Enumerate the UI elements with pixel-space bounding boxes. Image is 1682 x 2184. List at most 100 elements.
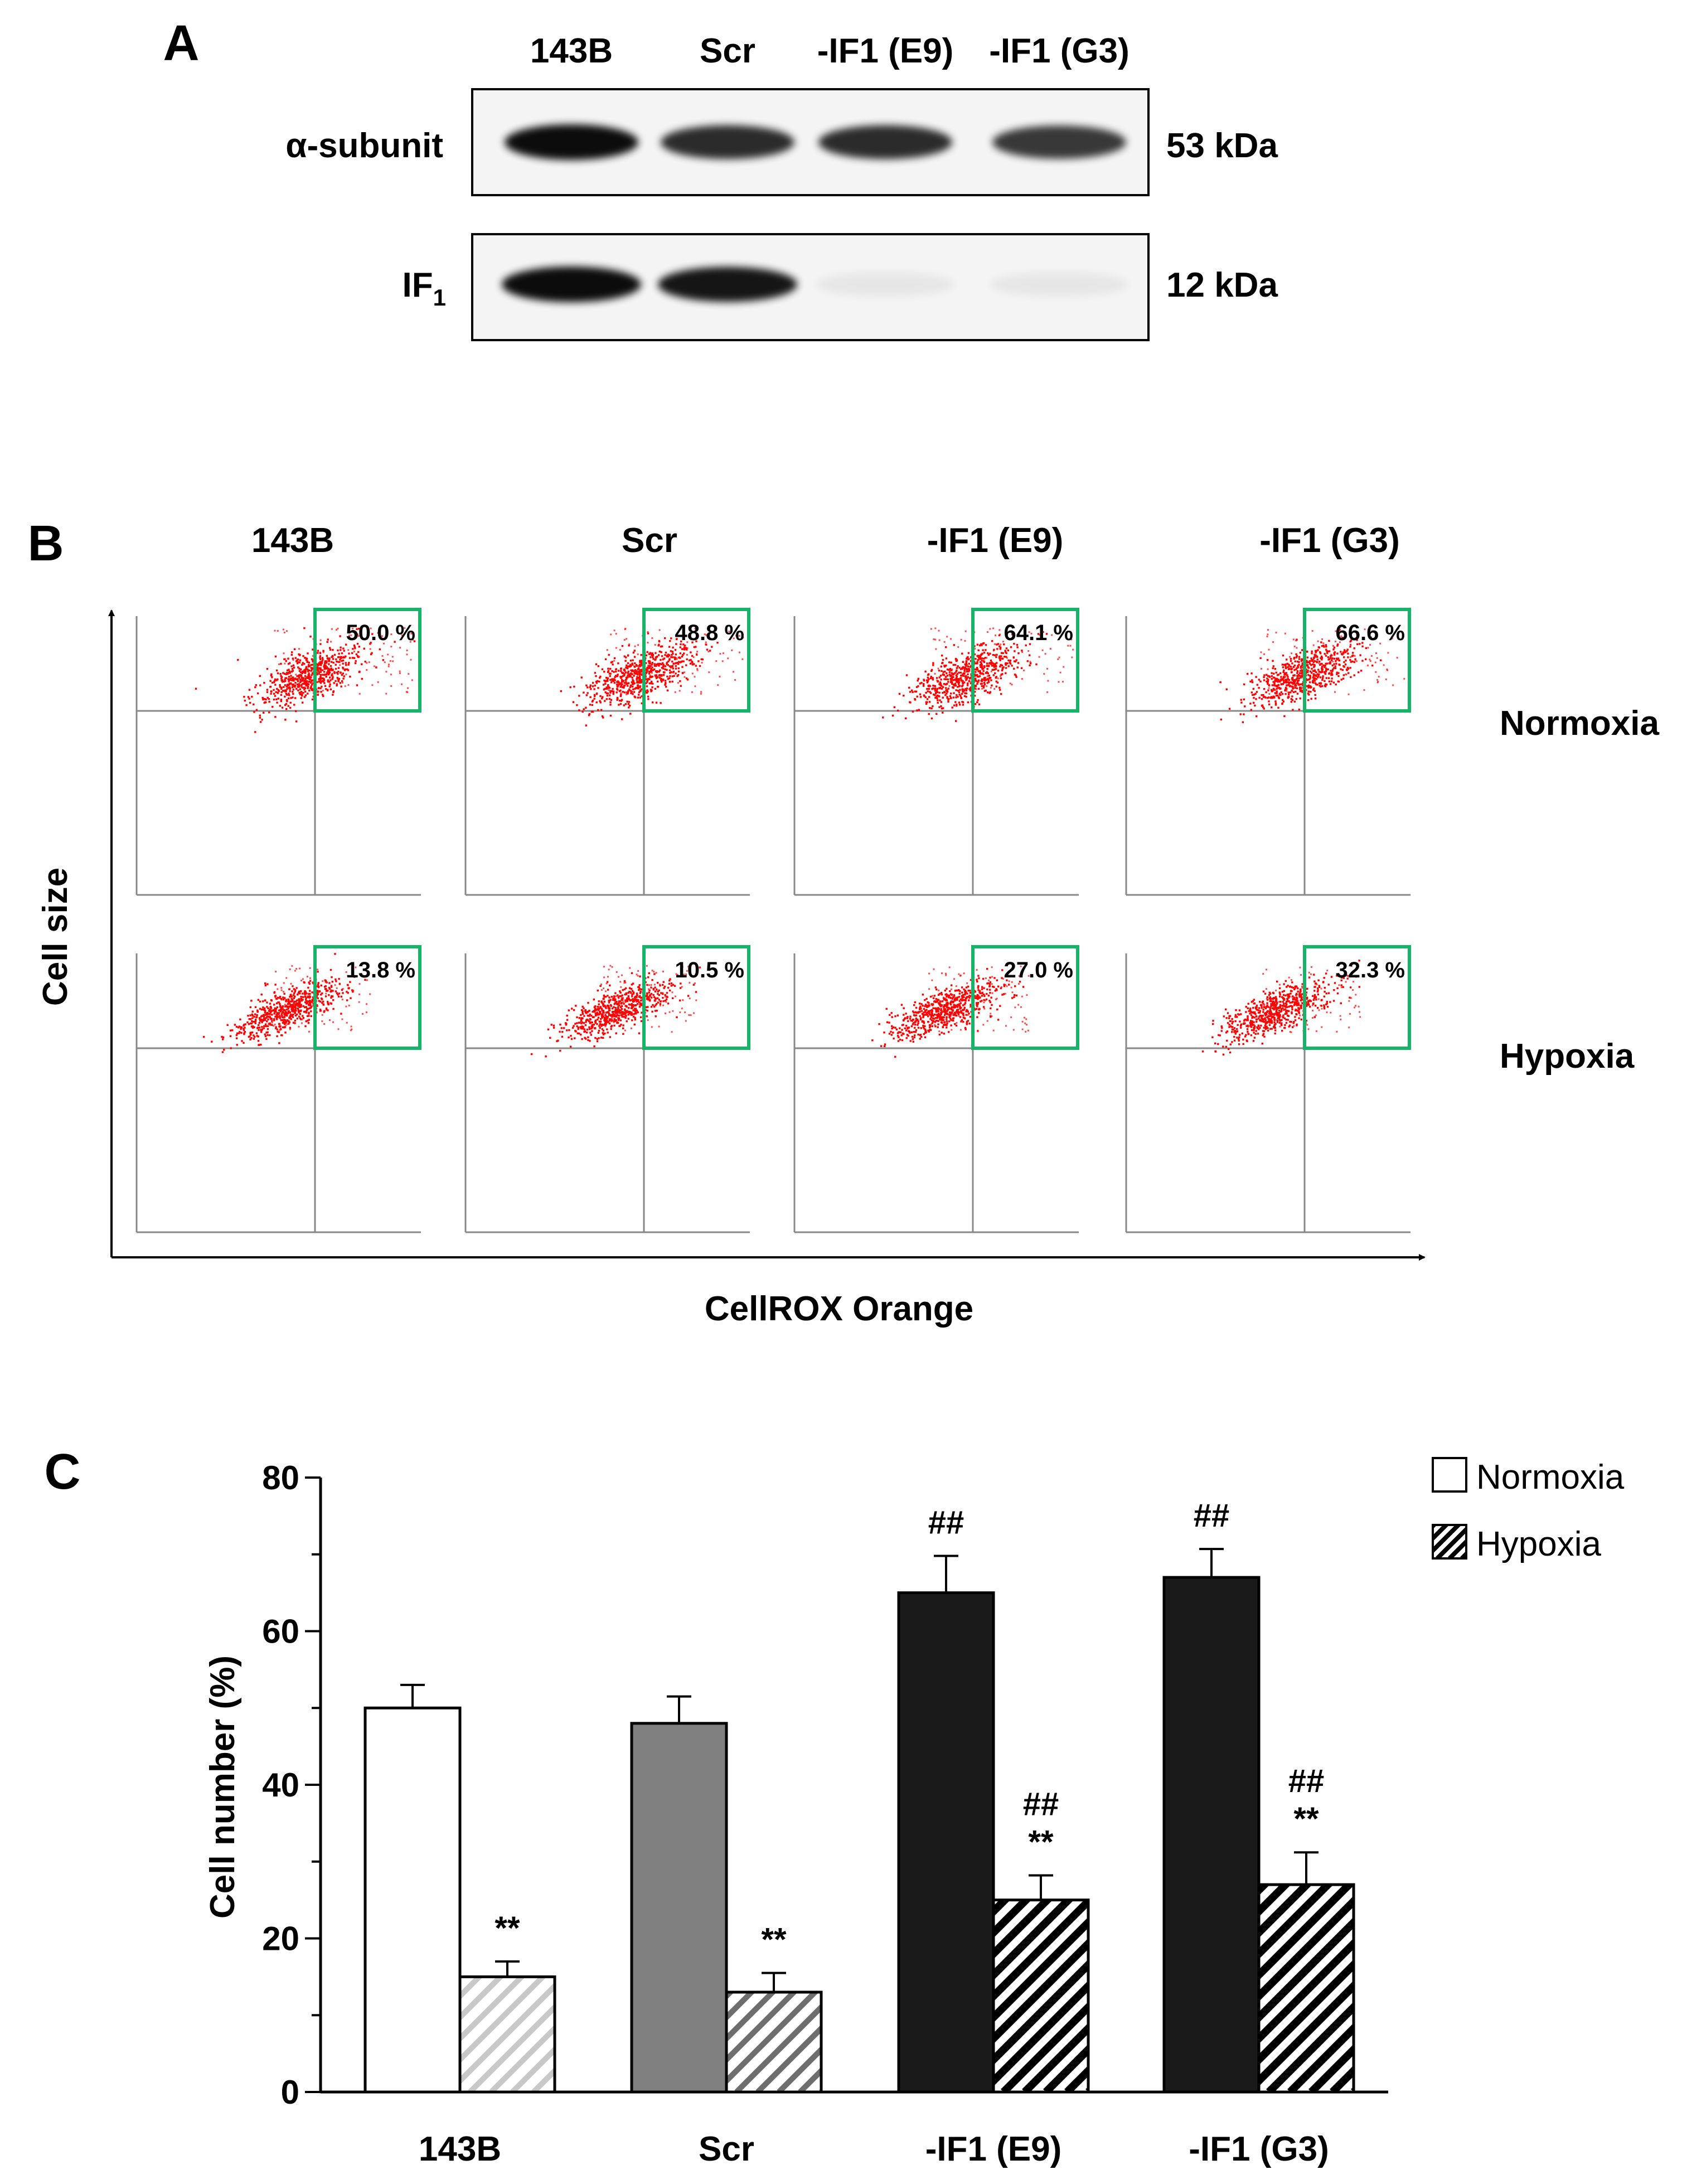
bar-hatch bbox=[1259, 1885, 1354, 2092]
bar-normoxia bbox=[630, 1722, 728, 2094]
gate-percent: 50.0 % bbox=[346, 621, 415, 645]
gate-percent: 64.1 % bbox=[1004, 621, 1073, 645]
lane-label: Scr bbox=[700, 32, 755, 70]
y-axis-label: Cell number (%) bbox=[203, 1655, 242, 1919]
y-tick-label: 0 bbox=[281, 2074, 299, 2111]
column-label: Scr bbox=[622, 521, 677, 560]
bar-hypoxia bbox=[1257, 1883, 1355, 2094]
gate-rect bbox=[313, 608, 421, 713]
legend-label: Normoxia bbox=[1476, 1458, 1625, 1497]
panel-b-x-label: CellROX Orange bbox=[705, 1290, 973, 1328]
flow-plot: 27.0 % bbox=[793, 945, 1079, 1233]
blot-bands bbox=[502, 267, 1129, 302]
significance-marker: ** bbox=[495, 1910, 520, 1946]
significance-marker: ## bbox=[1023, 1786, 1059, 1823]
legend-swatch bbox=[1432, 1457, 1467, 1493]
gate-percent: 10.5 % bbox=[675, 958, 744, 982]
significance-marker: ** bbox=[761, 1921, 787, 1958]
bar-normoxia bbox=[1162, 1576, 1261, 2094]
legend-label: Hypoxia bbox=[1476, 1525, 1602, 1563]
gate-percent: 48.8 % bbox=[675, 621, 744, 645]
gate-rect bbox=[1303, 608, 1411, 713]
bar-normoxia bbox=[897, 1591, 995, 2094]
blot-band bbox=[502, 267, 641, 302]
scatter-dots bbox=[530, 965, 701, 1058]
column-label: 143B bbox=[251, 521, 334, 560]
western-blot-alpha: α-subunit 53 kDa bbox=[285, 88, 1278, 196]
gate-percent: 13.8 % bbox=[346, 958, 415, 982]
legend: Normoxia Hypoxia bbox=[1432, 1457, 1625, 1563]
column-labels: 143B Scr -IF1 (E9) -IF1 (G3) bbox=[251, 521, 1400, 560]
legend-swatch bbox=[1432, 1524, 1467, 1560]
legend-item-hypoxia: Hypoxia bbox=[1432, 1524, 1602, 1563]
blot-band bbox=[658, 267, 797, 302]
scatter-dots bbox=[560, 626, 744, 727]
y-tick-label: 20 bbox=[262, 1920, 299, 1958]
blot-protein-name: IF bbox=[403, 266, 433, 304]
column-label: -IF1 (E9) bbox=[927, 521, 1064, 560]
blot-protein-label: α-subunit bbox=[285, 127, 443, 165]
blot-band bbox=[816, 272, 955, 297]
gate-rect bbox=[642, 608, 750, 713]
gate-percent: 27.0 % bbox=[1004, 958, 1073, 982]
blot-bands bbox=[505, 124, 1126, 160]
gate-rect bbox=[1303, 945, 1411, 1050]
flow-plot: 13.8 % bbox=[135, 945, 421, 1233]
significance-marker: ** bbox=[1293, 1801, 1319, 1837]
gate-rect bbox=[971, 945, 1079, 1050]
bar-hypoxia bbox=[992, 1899, 1090, 2094]
legend-item-normoxia: Normoxia bbox=[1432, 1457, 1625, 1497]
gate-rect bbox=[642, 945, 750, 1050]
gate-rect bbox=[971, 608, 1079, 713]
blot-band bbox=[505, 124, 638, 160]
y-tick-label: 60 bbox=[262, 1613, 299, 1650]
panel-b-label: B bbox=[28, 516, 64, 572]
bar-outline bbox=[725, 1991, 823, 2094]
significance-marker: ** bbox=[1028, 1824, 1054, 1861]
blot-band bbox=[661, 125, 794, 159]
panel-a-label: A bbox=[163, 16, 200, 71]
x-tick-label: -IF1 (G3) bbox=[1189, 2130, 1329, 2168]
significance-marker: ## bbox=[928, 1505, 964, 1541]
western-blot-if1: IF1 12 kDa bbox=[403, 233, 1278, 341]
bar-outline bbox=[1257, 1883, 1355, 2094]
row-label: Normoxia bbox=[1500, 704, 1659, 743]
y-tick-label: 40 bbox=[262, 1766, 299, 1804]
blot-band bbox=[992, 125, 1126, 159]
blot-size-label: 12 kDa bbox=[1166, 266, 1278, 304]
column-label: -IF1 (G3) bbox=[1259, 521, 1399, 560]
gate-percent: 66.6 % bbox=[1335, 621, 1405, 645]
flow-plot: 66.6 % bbox=[1125, 608, 1411, 896]
bar-hatch bbox=[460, 1977, 555, 2092]
bar-hatch bbox=[993, 1900, 1088, 2092]
panel-b: B 143B Scr -IF1 (E9) -IF1 (G3) Normoxia … bbox=[28, 516, 1660, 1328]
blot-protein-label: IF1 bbox=[403, 266, 446, 311]
panel-c-label: C bbox=[45, 1444, 81, 1500]
panel-a: A 143B Scr -IF1 (E9) -IF1 (G3) α-subunit… bbox=[163, 16, 1278, 341]
x-tick-label: Scr bbox=[699, 2130, 754, 2168]
lane-label: -IF1 (G3) bbox=[989, 32, 1129, 70]
bar-outline bbox=[992, 1899, 1090, 2094]
scatter-dots bbox=[195, 627, 416, 733]
gate-rect bbox=[313, 945, 421, 1050]
flow-plot: 10.5 % bbox=[464, 945, 750, 1233]
lane-label: -IF1 (E9) bbox=[817, 32, 954, 70]
flow-plot: 64.1 % bbox=[793, 608, 1079, 896]
row-label: Hypoxia bbox=[1500, 1037, 1635, 1076]
lane-labels: 143B Scr -IF1 (E9) -IF1 (G3) bbox=[530, 32, 1130, 70]
flow-plot: 50.0 % bbox=[135, 608, 421, 896]
lane-label: 143B bbox=[530, 32, 613, 70]
y-tick-label: 80 bbox=[262, 1459, 299, 1497]
bar-outline bbox=[458, 1975, 556, 2094]
blot-band bbox=[818, 125, 952, 159]
bar-hatch bbox=[726, 1992, 821, 2093]
blot-protein-subscript: 1 bbox=[433, 284, 446, 311]
x-tick-label: 143B bbox=[419, 2130, 501, 2168]
scatter-dots bbox=[1201, 960, 1361, 1055]
significance-marker: ## bbox=[1194, 1498, 1230, 1534]
flow-plots: 50.0 % 48.8 % 64.1 % 66.6 % 13.8 % 10.5 % 27.0… bbox=[135, 608, 1411, 1233]
blot-size-label: 53 kDa bbox=[1166, 127, 1278, 165]
x-tick-label: -IF1 (E9) bbox=[925, 2130, 1062, 2168]
